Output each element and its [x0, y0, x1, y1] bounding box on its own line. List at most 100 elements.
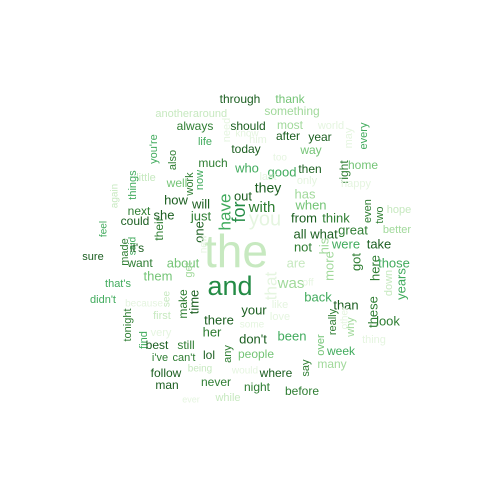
word-the: the	[204, 225, 268, 277]
word-it-s: it's	[130, 241, 144, 255]
word-better: better	[383, 224, 411, 236]
word-than: than	[333, 297, 358, 312]
word-many: many	[317, 357, 346, 371]
word-after: after	[276, 129, 300, 143]
word-how: how	[164, 192, 188, 207]
word-get: get	[183, 262, 195, 277]
word-most: most	[277, 118, 304, 132]
word-think: think	[322, 210, 350, 225]
word-should: should	[230, 119, 265, 133]
word-down: down	[383, 270, 395, 296]
word-has: has	[295, 186, 316, 201]
word-you: you	[249, 208, 281, 230]
word-from: from	[291, 210, 317, 225]
word-follow: follow	[151, 366, 182, 380]
word-happy: happy	[341, 178, 371, 190]
word-night: night	[244, 380, 271, 394]
word-people: people	[238, 347, 274, 361]
word-made: made	[119, 238, 131, 266]
word-next: next	[128, 204, 151, 218]
word-never: never	[201, 375, 231, 389]
word-she: she	[154, 207, 175, 222]
word-good: good	[268, 164, 297, 179]
word-him: him	[249, 134, 267, 146]
word-not: not	[294, 239, 312, 254]
word-who: who	[234, 160, 259, 175]
word-don-t: don't	[239, 331, 267, 346]
word-got: got	[348, 253, 363, 271]
word-over: over	[315, 334, 327, 356]
word-best: best	[146, 338, 169, 352]
word-that: that	[261, 272, 280, 301]
word-some: some	[240, 320, 265, 331]
word-see: see	[162, 291, 173, 308]
word-two: two	[374, 206, 386, 223]
word-all: all	[293, 226, 306, 241]
word-great: great	[338, 222, 368, 237]
word-know: know	[235, 129, 259, 140]
word-more: more	[321, 251, 336, 281]
word-feel: feel	[99, 221, 110, 237]
word-hope: hope	[387, 204, 411, 216]
word-with: with	[248, 199, 276, 216]
word-too: too	[273, 153, 287, 164]
word-new: new	[199, 234, 210, 253]
word-work: work	[184, 172, 196, 197]
word-his: his	[316, 237, 331, 254]
word-again: again	[110, 184, 121, 208]
word-what: what	[309, 226, 338, 241]
word-could: could	[121, 214, 150, 228]
word-because: because	[125, 299, 163, 310]
word-still: still	[177, 338, 194, 352]
word-something: something	[264, 104, 319, 118]
word-where: where	[259, 366, 293, 380]
word-also: also	[167, 150, 179, 170]
word-out: out	[234, 188, 252, 203]
word-make: make	[176, 289, 190, 319]
word-now: now	[194, 170, 206, 190]
word-these: these	[365, 296, 380, 328]
word-about: about	[167, 255, 200, 270]
word-her: her	[203, 324, 222, 339]
word-then: then	[298, 162, 321, 176]
word-have: have	[215, 194, 234, 231]
word-back: back	[304, 289, 332, 304]
word-first: first	[153, 310, 171, 322]
word-take: take	[367, 236, 392, 251]
word-off: off	[303, 278, 314, 289]
word-man: man	[155, 378, 178, 392]
word-only: only	[297, 175, 318, 187]
word-they: they	[255, 180, 281, 196]
word-around: around	[193, 108, 227, 120]
word-been: been	[278, 328, 307, 343]
word-much: much	[198, 156, 227, 170]
word-years: years	[393, 268, 408, 300]
word-just: just	[190, 208, 212, 223]
word-will: will	[191, 196, 210, 211]
word-ever: ever	[182, 394, 200, 404]
word-before: before	[285, 384, 319, 398]
word-and: and	[207, 271, 252, 301]
word-any: any	[222, 345, 234, 363]
word-always: always	[177, 119, 214, 133]
word-other: other	[340, 306, 351, 329]
word-like: like	[272, 299, 289, 311]
word-one: one	[191, 221, 206, 243]
word-being: being	[188, 364, 212, 375]
word-are: are	[287, 255, 306, 270]
word-that-s: that's	[105, 278, 131, 290]
word-right: right	[337, 160, 351, 184]
word-love: love	[270, 311, 290, 323]
word-would: would	[231, 366, 258, 377]
word-really: really	[327, 308, 339, 335]
word-while: while	[214, 392, 240, 404]
word-them: them	[144, 268, 173, 283]
word-why: why	[345, 317, 357, 338]
word-life: life	[198, 136, 212, 148]
word-you-re: you're	[148, 134, 160, 164]
word-year: year	[308, 130, 331, 144]
word-every: every	[358, 122, 370, 149]
word-world: world	[317, 120, 344, 132]
word-those: those	[378, 255, 410, 270]
